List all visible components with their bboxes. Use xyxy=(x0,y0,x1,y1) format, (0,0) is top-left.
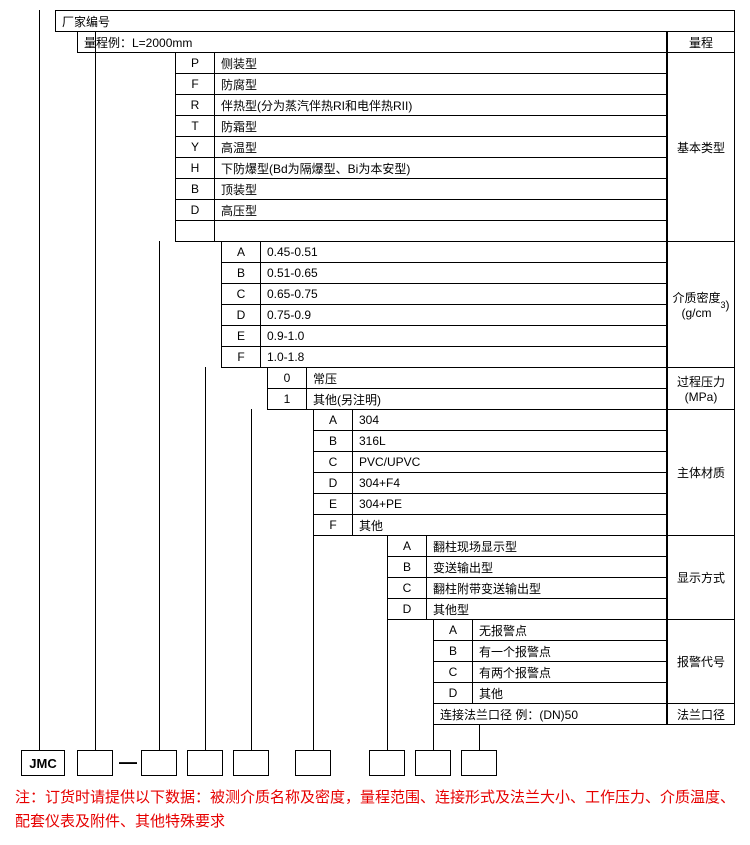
code-box-4 xyxy=(233,750,269,776)
code-box-7 xyxy=(415,750,451,776)
code-box-1 xyxy=(77,750,113,776)
order-note: 注：订货时请提供以下数据：被测介质名称及密度，量程范围、连接形式及法兰大小、工作… xyxy=(15,786,735,834)
category-label: 法兰口径 xyxy=(667,703,735,725)
code-box-5 xyxy=(295,750,331,776)
separator-dash: — xyxy=(119,752,137,773)
selection-diagram: 厂家编号量程例：L=2000mm量程P侧装型F防腐型R伴热型(分为蒸汽伴热RI和… xyxy=(15,10,735,780)
code-box-3 xyxy=(187,750,223,776)
category-label: 报警代号 xyxy=(667,619,735,704)
code-box-8 xyxy=(461,750,497,776)
category-label: 显示方式 xyxy=(667,535,735,620)
code-box-6 xyxy=(369,750,405,776)
category-label: 量程 xyxy=(667,31,735,53)
code-box-2 xyxy=(141,750,177,776)
category-label: 过程压力(MPa) xyxy=(667,367,735,410)
category-label: 主体材质 xyxy=(667,409,735,536)
category-label: 基本类型 xyxy=(667,52,735,242)
code-box-jmc: JMC xyxy=(21,750,65,776)
category-label: 介质密度(g/cm3) xyxy=(667,241,735,368)
